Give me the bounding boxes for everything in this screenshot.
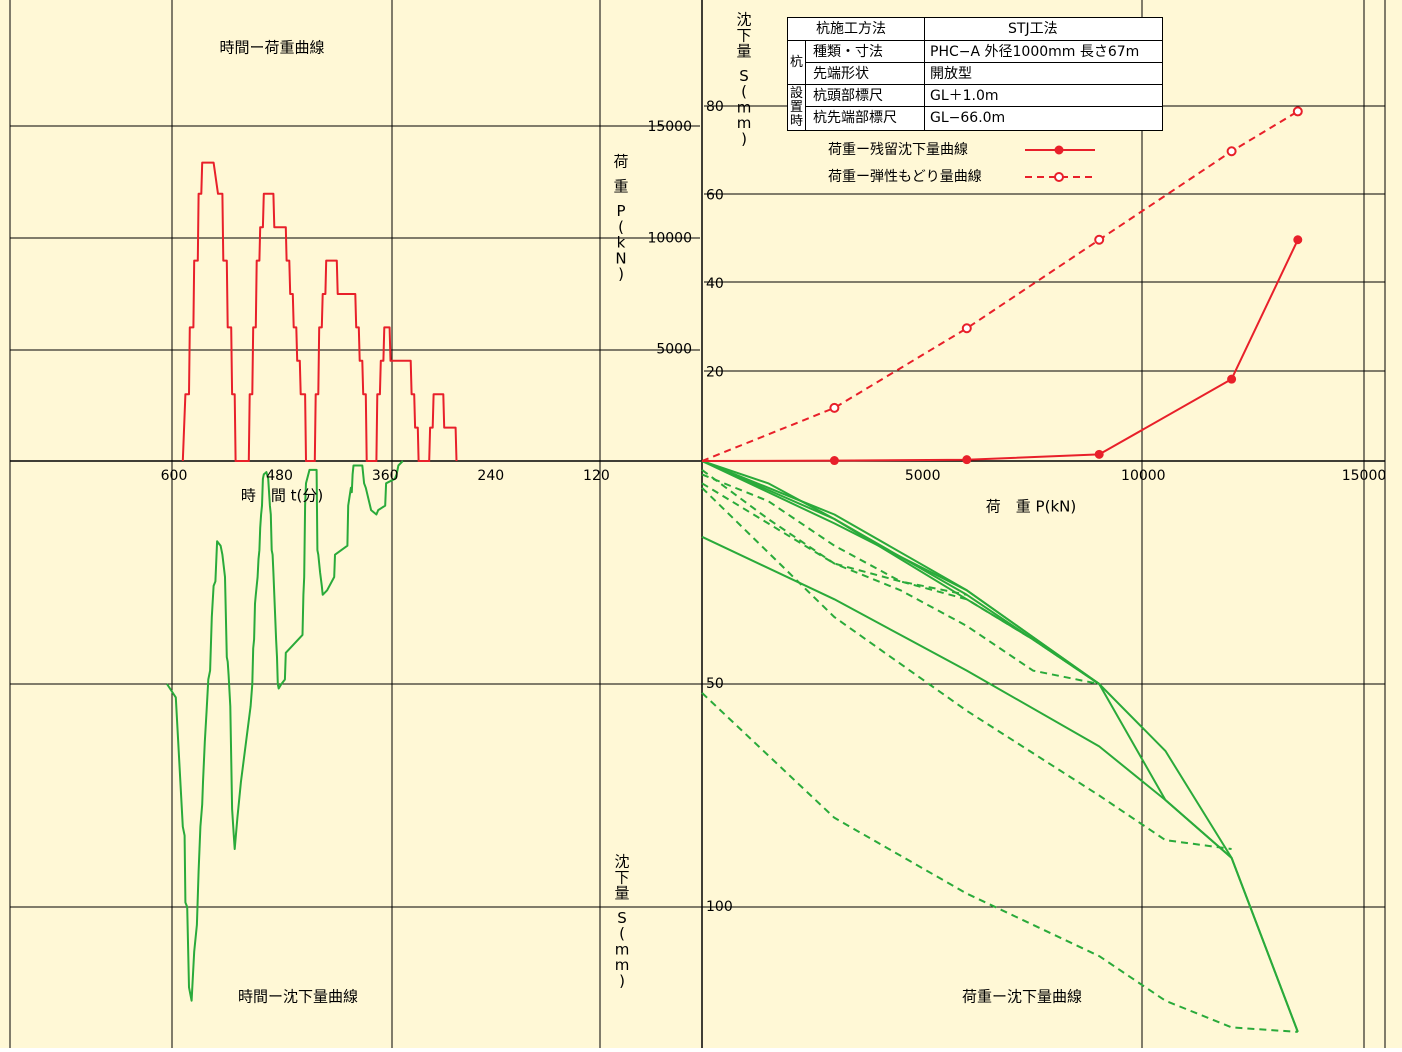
x-tick-label-time: 120 [583, 468, 610, 484]
data-point-elastic-rebound [1292, 106, 1303, 117]
info-table-divider [805, 40, 806, 130]
info-table-group-pile: 杭 [788, 41, 805, 84]
series-line-load-settlement [701, 535, 1299, 1033]
x-tick-label-load: 15000 [1342, 468, 1387, 484]
x-tick-label-load: 10000 [1121, 468, 1166, 484]
series-line-residual-settlement [701, 239, 1299, 462]
data-point-residual-settlement [1293, 235, 1303, 245]
y-axis-label-settlement-bottom-char: m [615, 956, 630, 974]
labels-layer: 600 480 360 240 120 5000 10000 15000 20 40 60 80 50 1… [161, 11, 1387, 1006]
series-line-elastic-rebound [701, 110, 1299, 462]
y-axis-label-settlement-top-char: S [739, 67, 749, 85]
y-tick-label-settlement-bottom: 100 [706, 899, 733, 915]
data-point-residual-settlement [1094, 449, 1104, 459]
y-axis-label-settlement-top: 沈下量 S(mm) [736, 11, 751, 148]
info-table-row-value: 開放型 [930, 66, 972, 82]
data-point-elastic-rebound [1094, 234, 1105, 245]
y-axis-label-settlement-bottom-char: m [615, 940, 630, 958]
y-axis-label-load-char: ) [618, 265, 624, 283]
grid [9, 0, 1386, 1048]
y-tick-label-settlement-top: 40 [706, 276, 724, 292]
info-table-header-value: STJ工法 [1008, 21, 1058, 37]
y-axis-label-settlement-bottom-char: 下 [614, 868, 629, 886]
info-table-row: 先端形状 開放型 [788, 62, 1162, 85]
info-table-divider [924, 18, 925, 130]
y-axis-label-load-char: 荷 [613, 153, 628, 171]
info-table-header-label: 杭施工方法 [816, 21, 886, 37]
y-axis-label-settlement-top-char: 下 [736, 26, 751, 44]
y-tick-label-settlement-top: 80 [706, 99, 724, 115]
data-point-elastic-rebound [961, 323, 972, 334]
info-table-row-label: 種類・寸法 [813, 44, 883, 60]
info-table-row: 杭頭部標尺 GL＋1.0m [788, 84, 1162, 107]
chart-title-load-settlement: 荷重ー沈下量曲線 [962, 988, 1082, 1006]
info-table-row: 杭先端部標尺 GL−66.0m [788, 106, 1162, 129]
x-tick-label-time: 600 [161, 468, 188, 484]
series-line-load-settlement [701, 487, 1232, 850]
info-table-header-row: 杭施工方法 STJ工法 [788, 18, 1162, 40]
y-axis-label-load-char: k [617, 234, 626, 252]
y-axis-label-settlement-top-char: 量 [736, 42, 751, 60]
info-table-row: 種類・寸法 PHC−A 外径1000mm 長さ67m [788, 40, 1162, 63]
x-axis-label-time: 時 間 t(分) [241, 487, 323, 505]
x-axis-label-load: 荷 重 P(kN) [986, 498, 1076, 516]
info-table-row-label: 杭先端部標尺 [813, 110, 897, 126]
y-tick-label-settlement-top: 60 [706, 188, 724, 204]
series-line-time-load [181, 161, 458, 462]
data-point-residual-settlement [829, 456, 839, 466]
x-tick-label-load: 5000 [905, 468, 941, 484]
info-table-row-value: GL−66.0m [930, 110, 1006, 126]
series-line-load-settlement [701, 692, 1298, 1033]
info-table-row-label: 先端形状 [813, 66, 869, 82]
legend-marker-swatch [1054, 145, 1064, 155]
y-axis-label-settlement-top-char: 沈 [736, 11, 751, 29]
y-axis-label-load-char: ( [618, 218, 624, 236]
series-layer [166, 106, 1303, 1033]
y-tick-label-load: 5000 [656, 342, 692, 358]
y-axis-label-settlement-top-char: m [737, 98, 752, 116]
x-tick-label-time: 360 [372, 468, 399, 484]
legend-label: 荷重ー弾性もどり量曲線 [828, 169, 982, 185]
legend-marker-swatch [1054, 172, 1064, 182]
data-point-residual-settlement [1227, 374, 1237, 384]
y-axis-label-settlement-top-char: ( [741, 83, 747, 101]
x-tick-label-time: 240 [477, 468, 504, 484]
y-axis-label-load: 荷 重 P(kN) [613, 153, 628, 284]
chart-title-time-load: 時間ー荷重曲線 [219, 39, 324, 57]
series-line-time-settlement [166, 460, 404, 1002]
chart-title-time-settlement: 時間ー沈下量曲線 [238, 988, 358, 1006]
data-point-elastic-rebound [1226, 146, 1237, 157]
info-table: 杭施工方法 STJ工法 種類・寸法 PHC−A 外径1000mm 長さ67m 先… [787, 17, 1163, 131]
y-axis-label-settlement-bottom: 沈下量 S(mm) [614, 853, 629, 990]
info-table-row-value: PHC−A 外径1000mm 長さ67m [930, 44, 1140, 60]
info-table-row-label: 杭頭部標尺 [813, 88, 883, 104]
y-axis-label-load-char: P [616, 202, 625, 220]
y-axis-label-load-char: 重 [613, 177, 628, 195]
y-axis-label-settlement-bottom-char: 沈 [614, 853, 629, 871]
info-table-row-value: GL＋1.0m [930, 88, 999, 104]
x-tick-label-time: 480 [266, 468, 293, 484]
y-axis-label-settlement-top-char: ) [741, 130, 747, 148]
y-tick-label-settlement-bottom: 50 [706, 676, 724, 692]
series-line-load-settlement [701, 482, 967, 596]
y-axis-label-settlement-bottom-char: ( [619, 925, 625, 943]
y-tick-label-settlement-top: 20 [706, 365, 724, 381]
y-tick-label-load: 15000 [647, 119, 692, 135]
y-axis-label-settlement-bottom-char: 量 [614, 884, 629, 902]
series-line-load-settlement [701, 473, 1100, 685]
y-axis-label-settlement-top-char: m [737, 114, 752, 132]
y-axis-label-settlement-bottom-char: S [617, 909, 627, 927]
y-tick-label-load: 10000 [647, 230, 692, 246]
y-axis-label-load-char: N [615, 249, 626, 267]
data-point-residual-settlement [962, 455, 972, 465]
info-table-group-install: 設置時 [788, 85, 805, 130]
y-axis-label-settlement-bottom-char: ) [619, 972, 625, 990]
data-point-elastic-rebound [829, 402, 840, 413]
series-line-load-settlement [701, 469, 1100, 685]
legend-label: 荷重ー残留沈下量曲線 [828, 142, 968, 158]
